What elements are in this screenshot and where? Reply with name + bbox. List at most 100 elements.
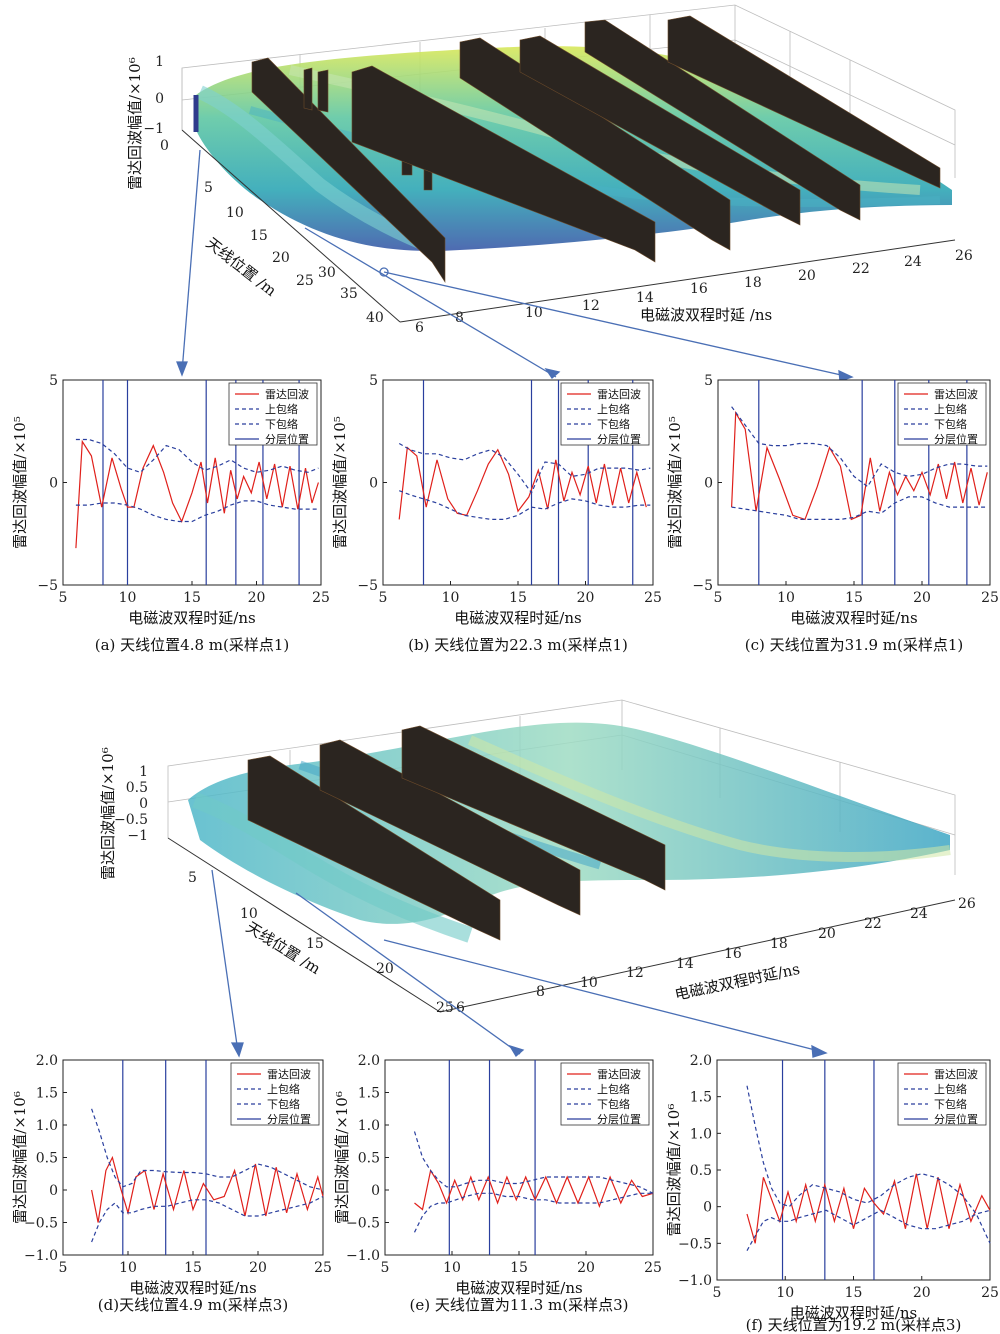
panel-caption: (c) 天线位置为31.9 m(采样点1) xyxy=(745,636,964,654)
y-tick-top-6: 25 xyxy=(296,273,314,289)
y-tick-label: −1.0 xyxy=(346,1248,380,1264)
legend-label: 下包络 xyxy=(265,417,298,431)
y-tick-label: 0 xyxy=(371,1183,380,1199)
legend-label: 雷达回波 xyxy=(597,388,641,401)
x-tick-label: 10 xyxy=(777,590,795,606)
y-tick-label: −1.0 xyxy=(678,1273,712,1289)
y-tick-bot-1: 5 xyxy=(188,870,197,886)
legend-label: 分层位置 xyxy=(934,432,978,446)
y-tick-label: 1.0 xyxy=(358,1118,380,1134)
legend-label: 下包络 xyxy=(597,417,630,431)
series-雷达回波 xyxy=(75,439,319,549)
panel-caption: (f) 天线位置为19.2 m(采样点3) xyxy=(746,1316,962,1334)
legend-label: 分层位置 xyxy=(597,1112,641,1126)
x-tick-label: 15 xyxy=(183,590,201,606)
z-tick-bot-1: 1 xyxy=(139,764,148,780)
series-上包络 xyxy=(413,1131,654,1194)
x-tick-top-10: 24 xyxy=(904,254,922,270)
y-tick-label: 0 xyxy=(704,476,713,492)
legend-label: 雷达回波 xyxy=(934,1068,978,1081)
z-axis-top: 1 0 −1 雷达回波幅值/×10⁶ xyxy=(126,54,164,190)
y-tick-label: −5 xyxy=(692,578,713,594)
y-tick-label: −5 xyxy=(37,578,58,594)
legend-label: 分层位置 xyxy=(934,1112,978,1126)
legend-label: 雷达回波 xyxy=(267,1068,311,1081)
panel-caption: (d)天线位置4.9 m(采样点3) xyxy=(98,1296,288,1314)
x-axis-label: 电磁波双程时延/ns xyxy=(790,1304,917,1322)
y-tick-label: 2.0 xyxy=(358,1053,380,1069)
y-axis-label: 雷达回波幅值/×10⁶ xyxy=(333,1091,351,1224)
x-tick-label: 15 xyxy=(184,1260,202,1276)
x-axis-label-top: 电磁波双程时延 /ns xyxy=(640,306,772,324)
legend-label: 分层位置 xyxy=(597,432,641,446)
y-axis-label: 雷达回波幅值/×10⁵ xyxy=(331,416,349,549)
x-tick-bot-1: 6 xyxy=(456,1000,465,1016)
x-tick-label: 20 xyxy=(577,590,595,606)
x-tick-label: 15 xyxy=(510,1260,528,1276)
z-tick-top-3: −1 xyxy=(143,121,164,137)
x-tick-label: 5 xyxy=(714,590,723,606)
z-tick-bot-2: 0.5 xyxy=(126,780,148,796)
legend-label: 上包络 xyxy=(934,1082,967,1096)
series-雷达回波 xyxy=(414,1168,654,1211)
y-axis-label-top: 天线位置 /m xyxy=(203,234,280,300)
panel-caption: (e) 天线位置为11.3 m(采样点3) xyxy=(410,1296,629,1314)
x-tick-label: 5 xyxy=(381,1260,390,1276)
x-tick-label: 25 xyxy=(644,590,662,606)
x-axis-label: 电磁波双程时延/ns xyxy=(129,1279,256,1297)
z-tick-top-2: 0 xyxy=(155,91,164,107)
panel-caption: (b) 天线位置为22.3 m(采样点1) xyxy=(408,636,628,654)
x-tick-top-6: 16 xyxy=(690,281,708,297)
y-tick-label: −0.5 xyxy=(24,1216,58,1232)
legend-label: 雷达回波 xyxy=(265,388,309,401)
x-axis-bottom: 6 8 10 12 14 16 18 20 22 24 26 电磁波双程时延/n… xyxy=(439,896,976,1016)
y-tick-label: 0.5 xyxy=(358,1151,380,1167)
x-tick-bot-7: 18 xyxy=(770,936,788,952)
y-tick-top-9: 40 xyxy=(366,310,384,326)
x-tick-top-3: 10 xyxy=(525,305,543,321)
y-tick-top-1: 0 xyxy=(160,138,169,154)
x-tick-label: 25 xyxy=(981,1285,999,1301)
y-tick-bot-2: 10 xyxy=(240,906,258,922)
x-axis-label: 电磁波双程时延/ns xyxy=(455,1279,582,1297)
surface-plot-top: 1 0 −1 雷达回波幅值/×10⁶ 0 5 10 15 20 25 30 35… xyxy=(126,4,973,382)
legend-label: 下包络 xyxy=(934,417,967,431)
x-tick-label: 15 xyxy=(845,1285,863,1301)
x-tick-bot-9: 22 xyxy=(864,916,882,932)
series-雷达回波 xyxy=(746,1173,991,1244)
x-tick-label: 10 xyxy=(119,590,137,606)
x-tick-top-7: 18 xyxy=(744,275,762,291)
panel-d: 5 10 15 20 25 2.0 1.5 1.0 0.5 0 −0.5 −1.0 雷达回波上包络下包络… xyxy=(11,1053,332,1314)
series-雷达回波 xyxy=(91,1155,324,1223)
y-tick-top-5: 20 xyxy=(272,250,290,266)
y-tick-top-2: 5 xyxy=(204,180,213,196)
y-tick-label: 5 xyxy=(49,373,58,389)
x-tick-bot-8: 20 xyxy=(818,926,836,942)
y-tick-label: −1.0 xyxy=(24,1248,58,1264)
y-tick-label: 1.5 xyxy=(36,1086,58,1102)
series-上包络 xyxy=(746,1085,991,1244)
z-tick-bot-5: −1 xyxy=(127,828,148,844)
y-tick-label: 0 xyxy=(49,476,58,492)
x-tick-label: 10 xyxy=(443,1260,461,1276)
layer-walls-top xyxy=(251,15,941,284)
z-axis-label-bottom: 雷达回波幅值/×10⁶ xyxy=(99,747,117,880)
series-下包络 xyxy=(731,496,988,521)
y-tick-label: 5 xyxy=(704,373,713,389)
y-tick-label: 2.0 xyxy=(36,1053,58,1069)
y-tick-top-3: 10 xyxy=(226,205,244,221)
x-tick-label: 20 xyxy=(913,590,931,606)
y-tick-label: −0.5 xyxy=(346,1216,380,1232)
y-tick-label: 0.5 xyxy=(36,1151,58,1167)
x-tick-label: 20 xyxy=(577,1260,595,1276)
x-tick-bot-11: 26 xyxy=(958,896,976,912)
y-tick-label: 1.5 xyxy=(690,1090,712,1106)
z-tick-bot-4: −0.5 xyxy=(114,812,148,828)
y-tick-label: 1.5 xyxy=(358,1086,380,1102)
legend-label: 下包络 xyxy=(934,1097,967,1111)
legend-label: 下包络 xyxy=(597,1097,630,1111)
y-tick-label: 0 xyxy=(369,476,378,492)
y-tick-top-4: 15 xyxy=(250,228,268,244)
